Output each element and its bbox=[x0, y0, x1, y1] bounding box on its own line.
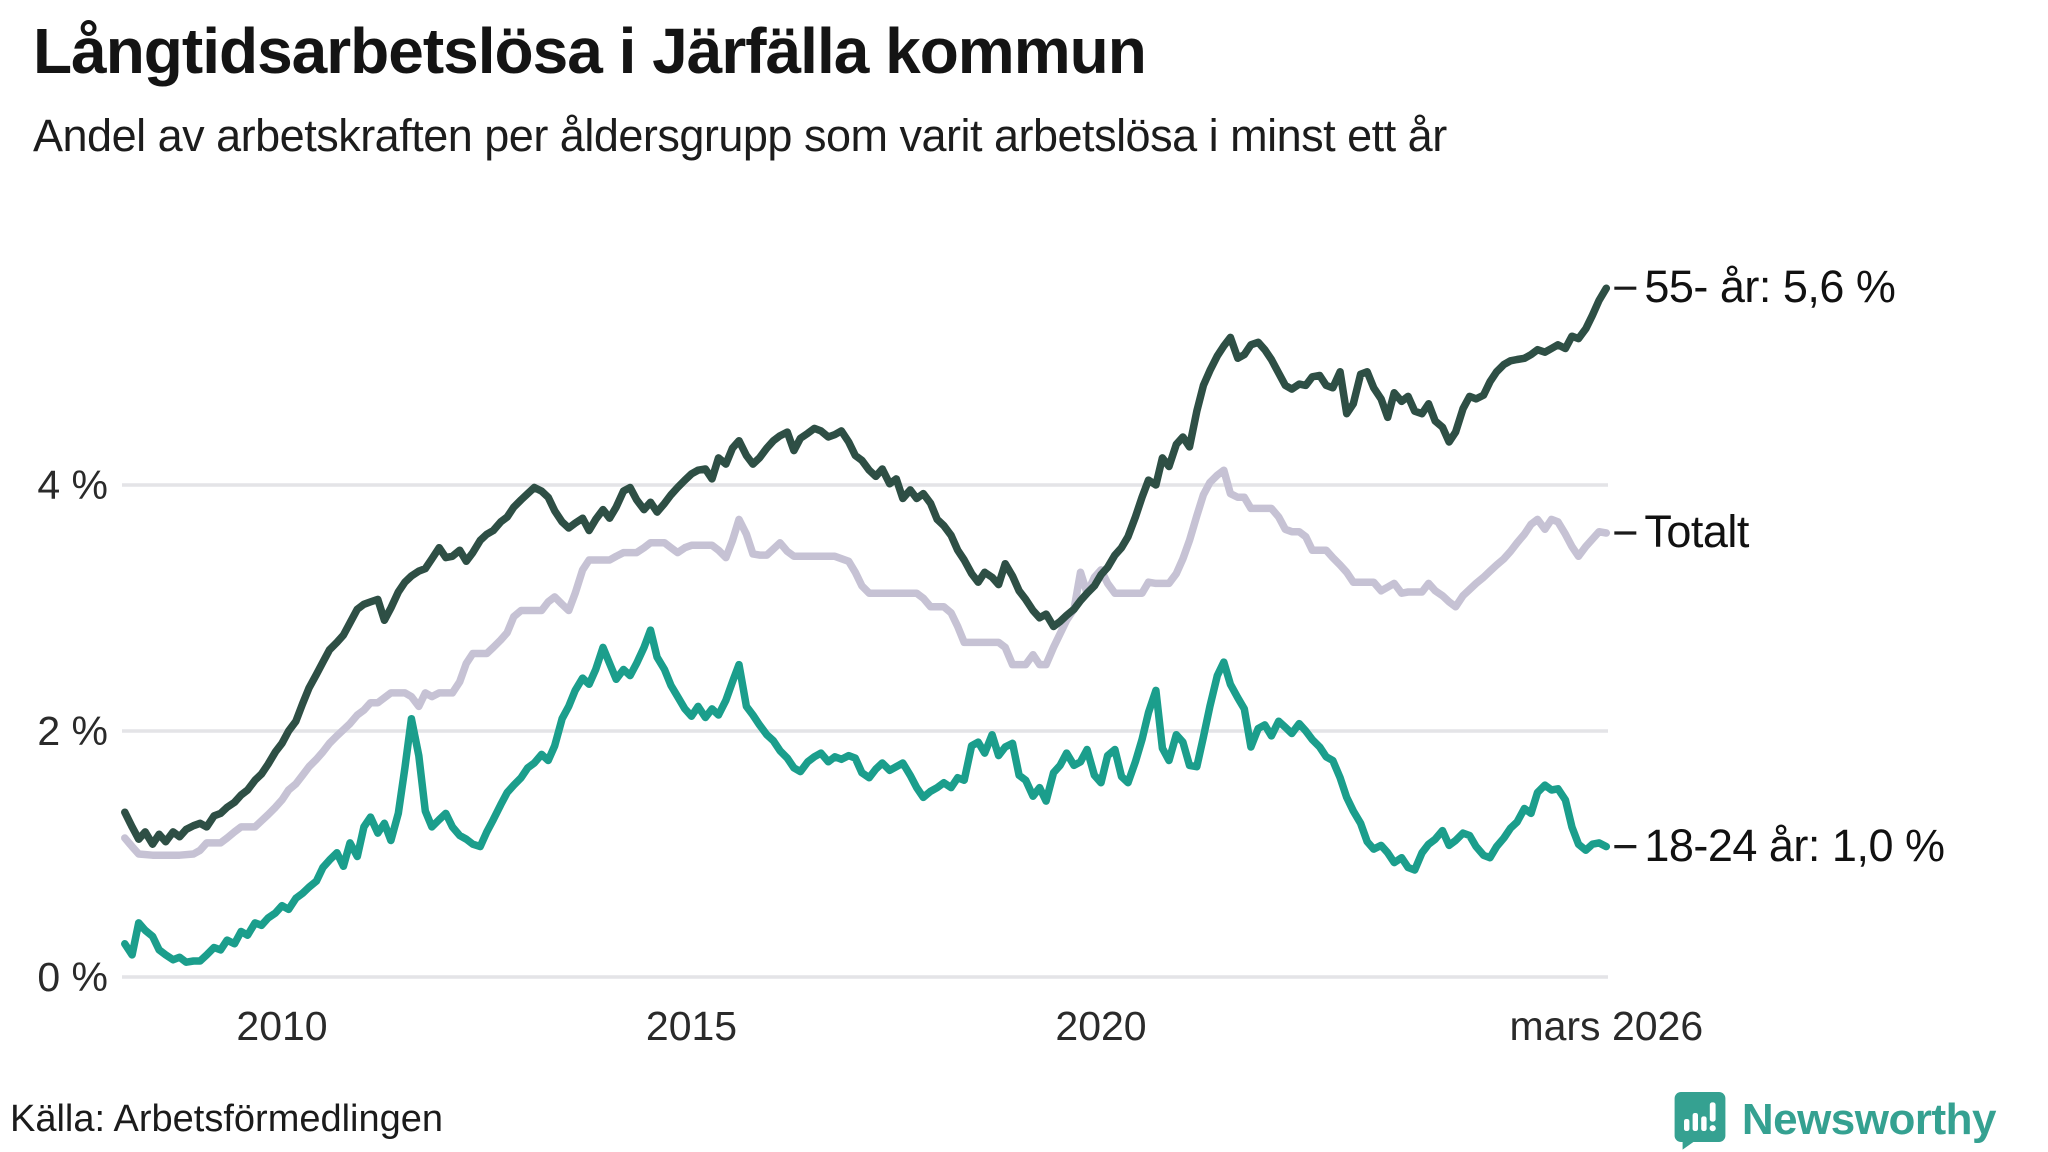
end-label-18-24-r: 18-24 år: 1,0 % bbox=[1644, 819, 1945, 871]
end-label-55-r: 55- år: 5,6 % bbox=[1644, 261, 1896, 313]
end-label-totalt: Totalt bbox=[1644, 505, 1749, 557]
newsworthy-logo-text: Newsworthy bbox=[1741, 1095, 1997, 1144]
chart-subtitle: Andel av arbetskraften per åldersgrupp s… bbox=[33, 110, 1447, 161]
x-tick-2010: 2010 bbox=[236, 1003, 328, 1049]
chart-title: Långtidsarbetslösa i Järfälla kommun bbox=[33, 15, 1147, 87]
series-line-55-r bbox=[121, 284, 1611, 848]
newsworthy-logo: Newsworthy bbox=[1672, 1090, 1997, 1150]
x-tick-2020: 2020 bbox=[1055, 1003, 1147, 1049]
y-tick-4: 4 % bbox=[37, 462, 108, 508]
x-tick-2015: 2015 bbox=[645, 1003, 738, 1049]
newsworthy-logo-icon bbox=[1674, 1092, 1726, 1150]
y-tick-0: 0 % bbox=[37, 954, 108, 1000]
source-note: Källa: Arbetsförmedlingen bbox=[10, 1098, 444, 1140]
y-tick-2: 2 % bbox=[37, 708, 108, 754]
series-line-totalt bbox=[121, 466, 1611, 859]
series-line-18-24-r bbox=[121, 626, 1611, 966]
x-tick-mars-2026: mars 2026 bbox=[1509, 1003, 1704, 1049]
